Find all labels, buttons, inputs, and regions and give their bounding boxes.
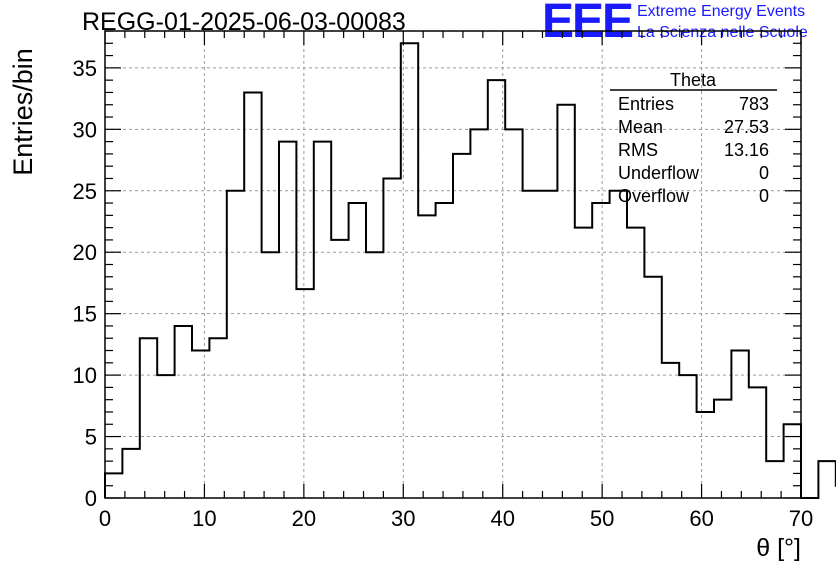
histogram-bin bbox=[262, 252, 279, 498]
histogram-bin bbox=[749, 387, 766, 498]
histogram-bin bbox=[627, 228, 644, 498]
histogram-bin bbox=[209, 338, 226, 498]
logo-line-2: La Scienza nelle Scuole bbox=[637, 24, 808, 41]
stats-row-value: 0 bbox=[759, 186, 769, 206]
x-tick-label: 30 bbox=[391, 506, 415, 531]
x-axis-label: θ [°] bbox=[756, 534, 801, 562]
stats-row-label: Entries bbox=[618, 94, 674, 114]
histogram-bin bbox=[557, 105, 574, 498]
histogram-bin bbox=[453, 154, 470, 498]
histogram-bin bbox=[697, 412, 714, 498]
y-tick-label: 15 bbox=[73, 302, 97, 327]
y-tick-label: 35 bbox=[73, 56, 97, 81]
stats-row-value: 0 bbox=[759, 163, 769, 183]
histogram-bin bbox=[540, 191, 557, 498]
histogram-bin bbox=[331, 240, 348, 498]
stats-title: Theta bbox=[670, 70, 717, 90]
axis-ticks bbox=[104, 30, 802, 499]
x-tick-label: 60 bbox=[689, 506, 713, 531]
histogram-bin bbox=[192, 351, 209, 498]
histogram-bin bbox=[279, 142, 296, 498]
histogram-bins bbox=[105, 43, 836, 498]
histogram-bin bbox=[227, 191, 244, 498]
stats-row-label: RMS bbox=[618, 140, 658, 160]
x-tick-label: 70 bbox=[789, 506, 813, 531]
histogram-bin bbox=[644, 277, 661, 498]
stats-row-label: Mean bbox=[618, 117, 663, 137]
y-tick-label: 5 bbox=[85, 425, 97, 450]
x-tick-labels: 0 10 20 30 40 50 60 70 bbox=[99, 506, 813, 531]
histogram-line bbox=[104, 42, 836, 499]
histogram-bin bbox=[383, 178, 400, 498]
histogram-bin bbox=[436, 203, 453, 498]
x-tick-label: 0 bbox=[99, 506, 111, 531]
histogram-bin bbox=[366, 252, 383, 498]
x-tick-label: 20 bbox=[292, 506, 316, 531]
stats-row-value: 13.16 bbox=[724, 140, 769, 160]
logo-line-1: Extreme Energy Events bbox=[637, 3, 806, 20]
stats-box: Theta Entries 783 Mean 27.53 RMS 13.16 Underfl… bbox=[610, 70, 777, 206]
stats-rows: Entries 783 Mean 27.53 RMS 13.16 Underflow 0 Ove… bbox=[618, 94, 769, 206]
grid bbox=[105, 31, 801, 498]
y-tick-label: 30 bbox=[73, 117, 97, 142]
y-tick-label: 10 bbox=[73, 363, 97, 388]
histogram-bin bbox=[175, 326, 192, 498]
x-tick-label: 10 bbox=[192, 506, 216, 531]
histogram-bin bbox=[714, 400, 731, 498]
y-tick-label: 0 bbox=[85, 486, 97, 511]
histogram-bin bbox=[523, 191, 540, 498]
histogram-bin bbox=[122, 449, 139, 498]
histogram-bin bbox=[349, 203, 366, 498]
y-tick-label: 25 bbox=[73, 179, 97, 204]
y-tick-label: 20 bbox=[73, 240, 97, 265]
histogram-bin bbox=[610, 191, 627, 498]
x-tick-label: 50 bbox=[590, 506, 614, 531]
eee-logo: EEE bbox=[542, 0, 634, 48]
histogram-bin bbox=[662, 363, 679, 498]
histogram-bin bbox=[314, 142, 331, 498]
histogram-bin bbox=[244, 92, 261, 498]
y-tick-labels: 0 5 10 15 20 25 30 35 bbox=[73, 56, 97, 511]
histogram-bin bbox=[592, 203, 609, 498]
histogram-bin bbox=[731, 351, 748, 498]
x-tick-label: 40 bbox=[490, 506, 514, 531]
histogram-bin bbox=[818, 461, 835, 498]
y-axis-label: Entries/bin bbox=[8, 48, 38, 176]
stats-row-label: Overflow bbox=[618, 186, 690, 206]
plot-frame bbox=[104, 30, 802, 499]
histogram-bin bbox=[418, 215, 435, 498]
histogram-bin bbox=[296, 289, 313, 498]
stats-row-label: Underflow bbox=[618, 163, 700, 183]
histogram-bin bbox=[575, 228, 592, 498]
stats-row-value: 783 bbox=[739, 94, 769, 114]
stats-row-value: 27.53 bbox=[724, 117, 769, 137]
histogram-bin bbox=[140, 338, 157, 498]
